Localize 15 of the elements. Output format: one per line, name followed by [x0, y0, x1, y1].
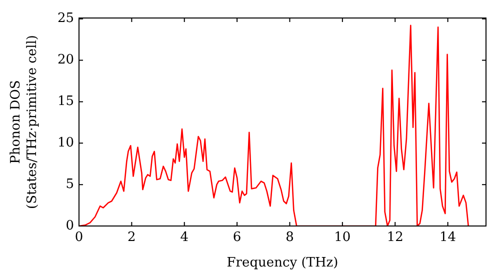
y-tick-label: 15 [57, 94, 74, 110]
y-tick-label: 25 [57, 11, 74, 26]
y-axis-title: Phonon DOS (States/THz·primitive cell) [8, 34, 40, 210]
y-tick-label: 5 [66, 176, 74, 192]
y-tick-label: 20 [57, 52, 74, 68]
x-tick-label: 4 [180, 230, 189, 246]
y-tick-label: 0 [66, 218, 74, 234]
x-tick-label: 14 [440, 230, 456, 246]
x-tick-label: 2 [128, 230, 136, 246]
x-tick-label: 8 [286, 230, 294, 246]
y-tick-label: 10 [57, 136, 74, 151]
x-tick-label: 12 [386, 230, 404, 246]
x-axis-title: Frequency (THz) [226, 256, 338, 271]
x-tick-label: 10 [334, 230, 351, 246]
x-tick-label: 6 [232, 230, 242, 246]
